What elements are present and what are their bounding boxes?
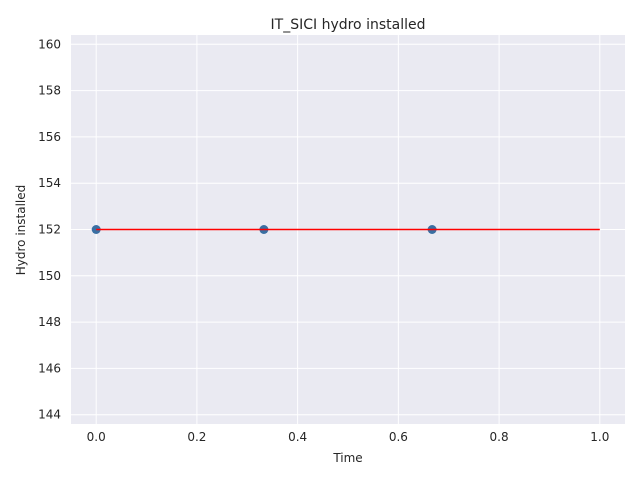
y-tick-label: 146	[38, 361, 61, 375]
x-tick-label: 0.4	[288, 430, 307, 444]
y-tick-label: 144	[38, 408, 61, 422]
series-layer	[91, 225, 600, 234]
x-tick-labels: 0.0 0.2 0.4 0.6 0.8 1.0	[87, 430, 610, 444]
y-tick-label: 156	[38, 130, 61, 144]
x-tick-label: 0.2	[187, 430, 206, 444]
y-tick-label: 154	[38, 176, 61, 190]
y-tick-label: 150	[38, 269, 61, 283]
x-axis-label: Time	[332, 451, 362, 465]
x-tick-label: 0.0	[87, 430, 106, 444]
y-tick-label: 158	[38, 84, 61, 98]
chart-title: IT_SICI hydro installed	[271, 17, 426, 33]
y-tick-label: 148	[38, 315, 61, 329]
x-tick-label: 0.8	[490, 430, 509, 444]
y-tick-label: 152	[38, 223, 61, 237]
x-tick-label: 1.0	[590, 430, 609, 444]
y-tick-label: 160	[38, 37, 61, 51]
y-axis-label: Hydro installed	[14, 185, 28, 276]
y-tick-labels: 144 146 148 150 152 154 156 158 160	[38, 37, 61, 421]
x-tick-label: 0.6	[389, 430, 408, 444]
